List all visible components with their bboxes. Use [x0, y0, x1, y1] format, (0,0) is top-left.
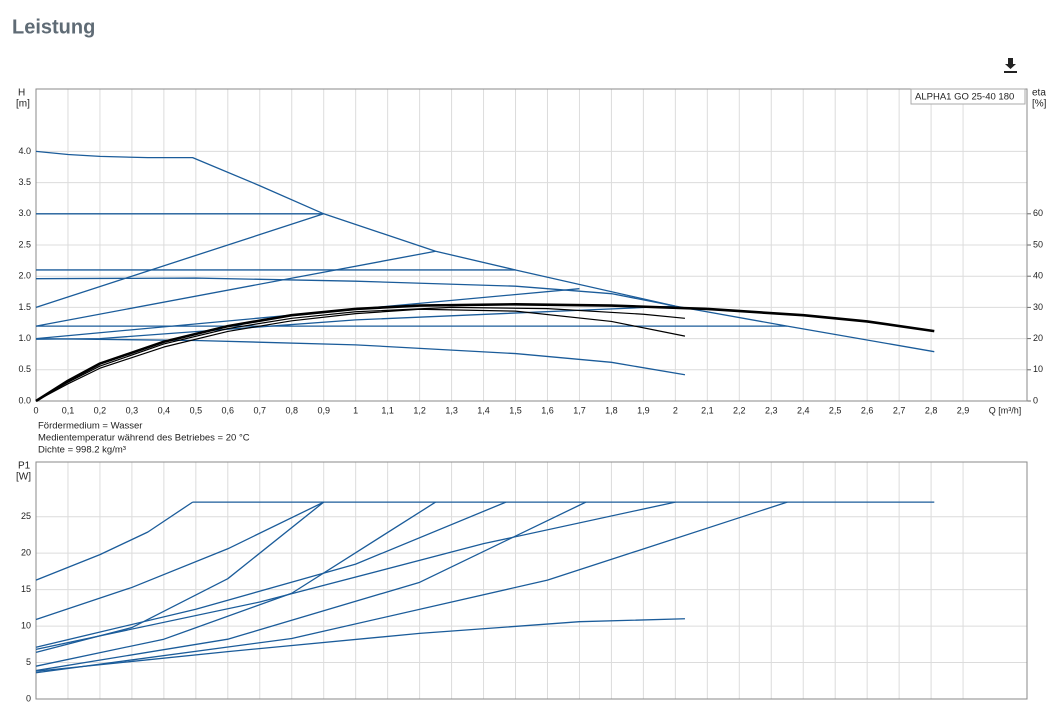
y-tick-label: 10 [21, 620, 31, 630]
note: Fördermedium = Wasser [38, 421, 142, 432]
y-tick-label: 0 [26, 693, 31, 703]
y-tick-label: 2.0 [18, 271, 31, 281]
y2-tick-label: 40 [1033, 271, 1043, 281]
note: Medientemperatur während des Betriebes =… [38, 433, 250, 444]
curve [35, 501, 325, 653]
curve [35, 501, 436, 667]
curve [35, 277, 676, 307]
x-tick-label: 1,1 [381, 405, 394, 415]
x-tick-label: 0,3 [126, 405, 139, 415]
x-tick-label: 1,4 [477, 405, 490, 415]
y-axis-unit: [m] [16, 99, 30, 110]
curve [35, 501, 194, 581]
y2-axis-unit: [%] [1032, 99, 1047, 110]
curve [35, 250, 436, 327]
x-tick-label: 0,6 [222, 405, 235, 415]
curve [35, 501, 587, 672]
y-tick-label: 0.0 [18, 395, 31, 405]
y-tick-label: 1.5 [18, 302, 31, 312]
page-title: Leistung [12, 16, 95, 38]
x-tick-label: 2,5 [829, 405, 842, 415]
curve [35, 501, 324, 621]
x-tick-label: 1,8 [605, 405, 618, 415]
x-tick-label: 2,9 [957, 405, 970, 415]
x-tick-label: 0,7 [254, 405, 267, 415]
y-axis-label: P1 [18, 461, 31, 472]
y-tick-label: 20 [21, 548, 31, 558]
y-tick-label: 4.0 [18, 146, 31, 156]
x-tick-label: 2,3 [765, 405, 778, 415]
y2-tick-label: 60 [1033, 208, 1043, 218]
y2-tick-label: 0 [1033, 395, 1038, 405]
curve [35, 308, 686, 402]
x-tick-label: 1,3 [445, 405, 458, 415]
x-tick-label: 2,7 [893, 405, 906, 415]
y-tick-label: 25 [21, 511, 31, 521]
y2-axis-label: eta [1032, 88, 1046, 99]
y-tick-label: 2.5 [18, 239, 31, 249]
x-tick-label: 2,4 [797, 405, 810, 415]
download-arrow [1005, 58, 1016, 69]
x-tick-label: 1,2 [413, 405, 426, 415]
x-tick-label: 1,6 [541, 405, 554, 415]
x-tick-label: 0,1 [62, 405, 75, 415]
annotation: ALPHA1 GO 25-40 180 [915, 92, 1014, 103]
x-tick-label: 2,1 [701, 405, 714, 415]
y-tick-label: 3.5 [18, 177, 31, 187]
curve [35, 618, 685, 672]
y-axis-label: H [18, 88, 25, 99]
y2-tick-label: 30 [1033, 302, 1043, 312]
y-tick-label: 3.0 [18, 208, 31, 218]
curve [35, 501, 676, 651]
plot-frame [35, 88, 1028, 402]
y2-tick-label: 10 [1033, 364, 1043, 374]
download-bar [1004, 71, 1017, 73]
curve [35, 501, 788, 674]
y-tick-label: 0.5 [18, 364, 31, 374]
x-tick-label: 1,5 [509, 405, 522, 415]
note: Dichte = 998.2 kg/m³ [38, 445, 126, 456]
x-tick-label: 1,7 [573, 405, 586, 415]
x-tick-label: 2,6 [861, 405, 874, 415]
x-tick-label: 0,5 [190, 405, 203, 415]
x-tick-label: 1,9 [637, 405, 650, 415]
curve [35, 306, 686, 402]
y-tick-label: 5 [26, 657, 31, 667]
download-icon[interactable] [1000, 56, 1022, 78]
x-tick-label: 0,9 [317, 405, 330, 415]
y-tick-label: 15 [21, 584, 31, 594]
x-tick-label: 2,8 [925, 405, 938, 415]
y2-tick-label: 50 [1033, 239, 1043, 249]
curve [35, 302, 935, 403]
x-tick-label: 1 [353, 405, 358, 415]
curve [35, 213, 324, 309]
curve [35, 150, 935, 353]
x-tick-label: 0,2 [94, 405, 107, 415]
annotation-box [910, 88, 1026, 105]
x-tick-label: 0,8 [285, 405, 298, 415]
x-axis-label: Q [m³/h] [989, 405, 1022, 415]
y-tick-label: 1.0 [18, 333, 31, 343]
curve [35, 501, 507, 648]
y-axis-unit: [W] [16, 472, 31, 483]
y2-tick-label: 20 [1033, 333, 1043, 343]
plot-frame [35, 461, 1028, 700]
x-tick-label: 0,4 [158, 405, 171, 415]
x-tick-label: 0 [33, 405, 38, 415]
x-tick-label: 2,2 [733, 405, 746, 415]
x-tick-label: 2 [673, 405, 678, 415]
